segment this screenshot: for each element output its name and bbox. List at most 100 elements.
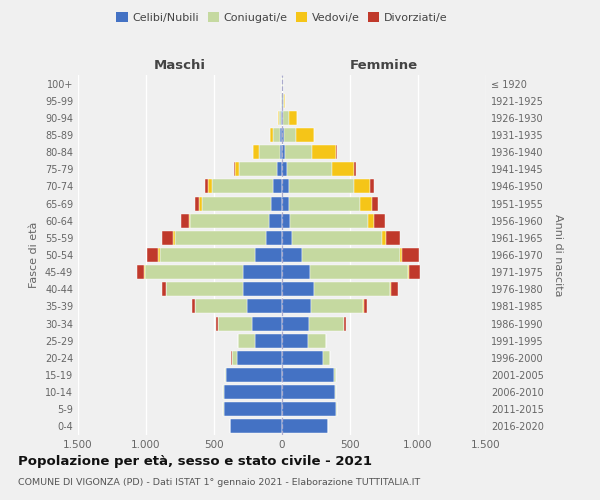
Bar — [189, 214, 190, 228]
Bar — [282, 385, 335, 399]
Bar — [290, 214, 368, 228]
Bar — [308, 316, 344, 330]
Bar — [282, 196, 289, 210]
Bar — [277, 162, 282, 176]
Bar — [161, 282, 166, 296]
Bar — [212, 180, 273, 194]
Bar — [282, 180, 289, 194]
Bar — [332, 162, 354, 176]
Legend: Celibi/Nubili, Coniugati/e, Vedovi/e, Divorziati/e: Celibi/Nubili, Coniugati/e, Vedovi/e, Di… — [112, 8, 452, 28]
Bar — [163, 231, 173, 245]
Bar — [391, 282, 398, 296]
Bar — [373, 196, 378, 210]
Bar — [175, 231, 266, 245]
Bar — [280, 128, 282, 142]
Bar — [282, 334, 308, 347]
Bar — [289, 111, 296, 125]
Bar — [409, 265, 420, 279]
Bar — [354, 180, 370, 194]
Bar — [282, 214, 290, 228]
Bar — [160, 248, 255, 262]
Bar — [282, 282, 314, 296]
Bar — [314, 282, 390, 296]
Bar — [289, 180, 354, 194]
Bar — [334, 368, 336, 382]
Bar — [225, 368, 226, 382]
Bar — [253, 145, 259, 159]
Bar — [145, 265, 242, 279]
Bar — [284, 128, 296, 142]
Bar — [242, 282, 282, 296]
Bar — [282, 402, 337, 416]
Bar — [284, 94, 285, 108]
Bar — [400, 248, 403, 262]
Bar — [282, 231, 292, 245]
Bar — [266, 231, 282, 245]
Bar — [237, 351, 282, 365]
Text: COMUNE DI VIGONZA (PD) - Dati ISTAT 1° gennaio 2021 - Elaborazione TUTTITALIA.IT: COMUNE DI VIGONZA (PD) - Dati ISTAT 1° g… — [18, 478, 420, 487]
Bar — [344, 316, 346, 330]
Bar — [360, 196, 373, 210]
Bar — [289, 196, 360, 210]
Bar — [282, 128, 284, 142]
Bar — [269, 214, 282, 228]
Bar — [195, 300, 247, 314]
Bar — [282, 368, 334, 382]
Bar — [286, 145, 312, 159]
Bar — [271, 196, 282, 210]
Bar — [310, 265, 408, 279]
Bar — [312, 145, 337, 159]
Bar — [270, 128, 273, 142]
Bar — [255, 334, 282, 347]
Bar — [205, 180, 208, 194]
Bar — [235, 162, 239, 176]
Bar — [363, 300, 364, 314]
Bar — [278, 111, 279, 125]
Bar — [273, 180, 282, 194]
Bar — [403, 248, 419, 262]
Bar — [148, 248, 158, 262]
Bar — [252, 316, 282, 330]
Bar — [283, 94, 284, 108]
Bar — [292, 231, 382, 245]
Bar — [368, 214, 374, 228]
Y-axis label: Fasce di età: Fasce di età — [29, 222, 39, 288]
Bar — [181, 214, 189, 228]
Bar — [234, 162, 235, 176]
Bar — [354, 162, 356, 176]
Bar — [335, 385, 336, 399]
Bar — [208, 180, 212, 194]
Bar — [283, 111, 289, 125]
Bar — [218, 316, 252, 330]
Bar — [282, 111, 283, 125]
Bar — [273, 128, 280, 142]
Bar — [199, 196, 202, 210]
Bar — [279, 111, 281, 125]
Bar — [144, 265, 145, 279]
Bar — [226, 368, 282, 382]
Bar — [287, 162, 332, 176]
Text: Femmine: Femmine — [350, 60, 418, 72]
Bar — [247, 300, 282, 314]
Bar — [192, 300, 194, 314]
Bar — [390, 282, 391, 296]
Bar — [195, 196, 199, 210]
Bar — [282, 351, 323, 365]
Bar — [166, 282, 242, 296]
Bar — [302, 248, 400, 262]
Bar — [259, 145, 280, 159]
Bar — [280, 145, 282, 159]
Bar — [386, 231, 400, 245]
Bar — [364, 300, 367, 314]
Bar — [282, 420, 328, 434]
Bar — [224, 385, 282, 399]
Bar — [308, 334, 326, 347]
Y-axis label: Anni di nascita: Anni di nascita — [553, 214, 563, 296]
Bar — [370, 180, 374, 194]
Bar — [137, 265, 144, 279]
Bar — [232, 351, 237, 365]
Bar — [282, 248, 302, 262]
Bar — [242, 265, 282, 279]
Bar — [282, 145, 286, 159]
Bar — [239, 162, 277, 176]
